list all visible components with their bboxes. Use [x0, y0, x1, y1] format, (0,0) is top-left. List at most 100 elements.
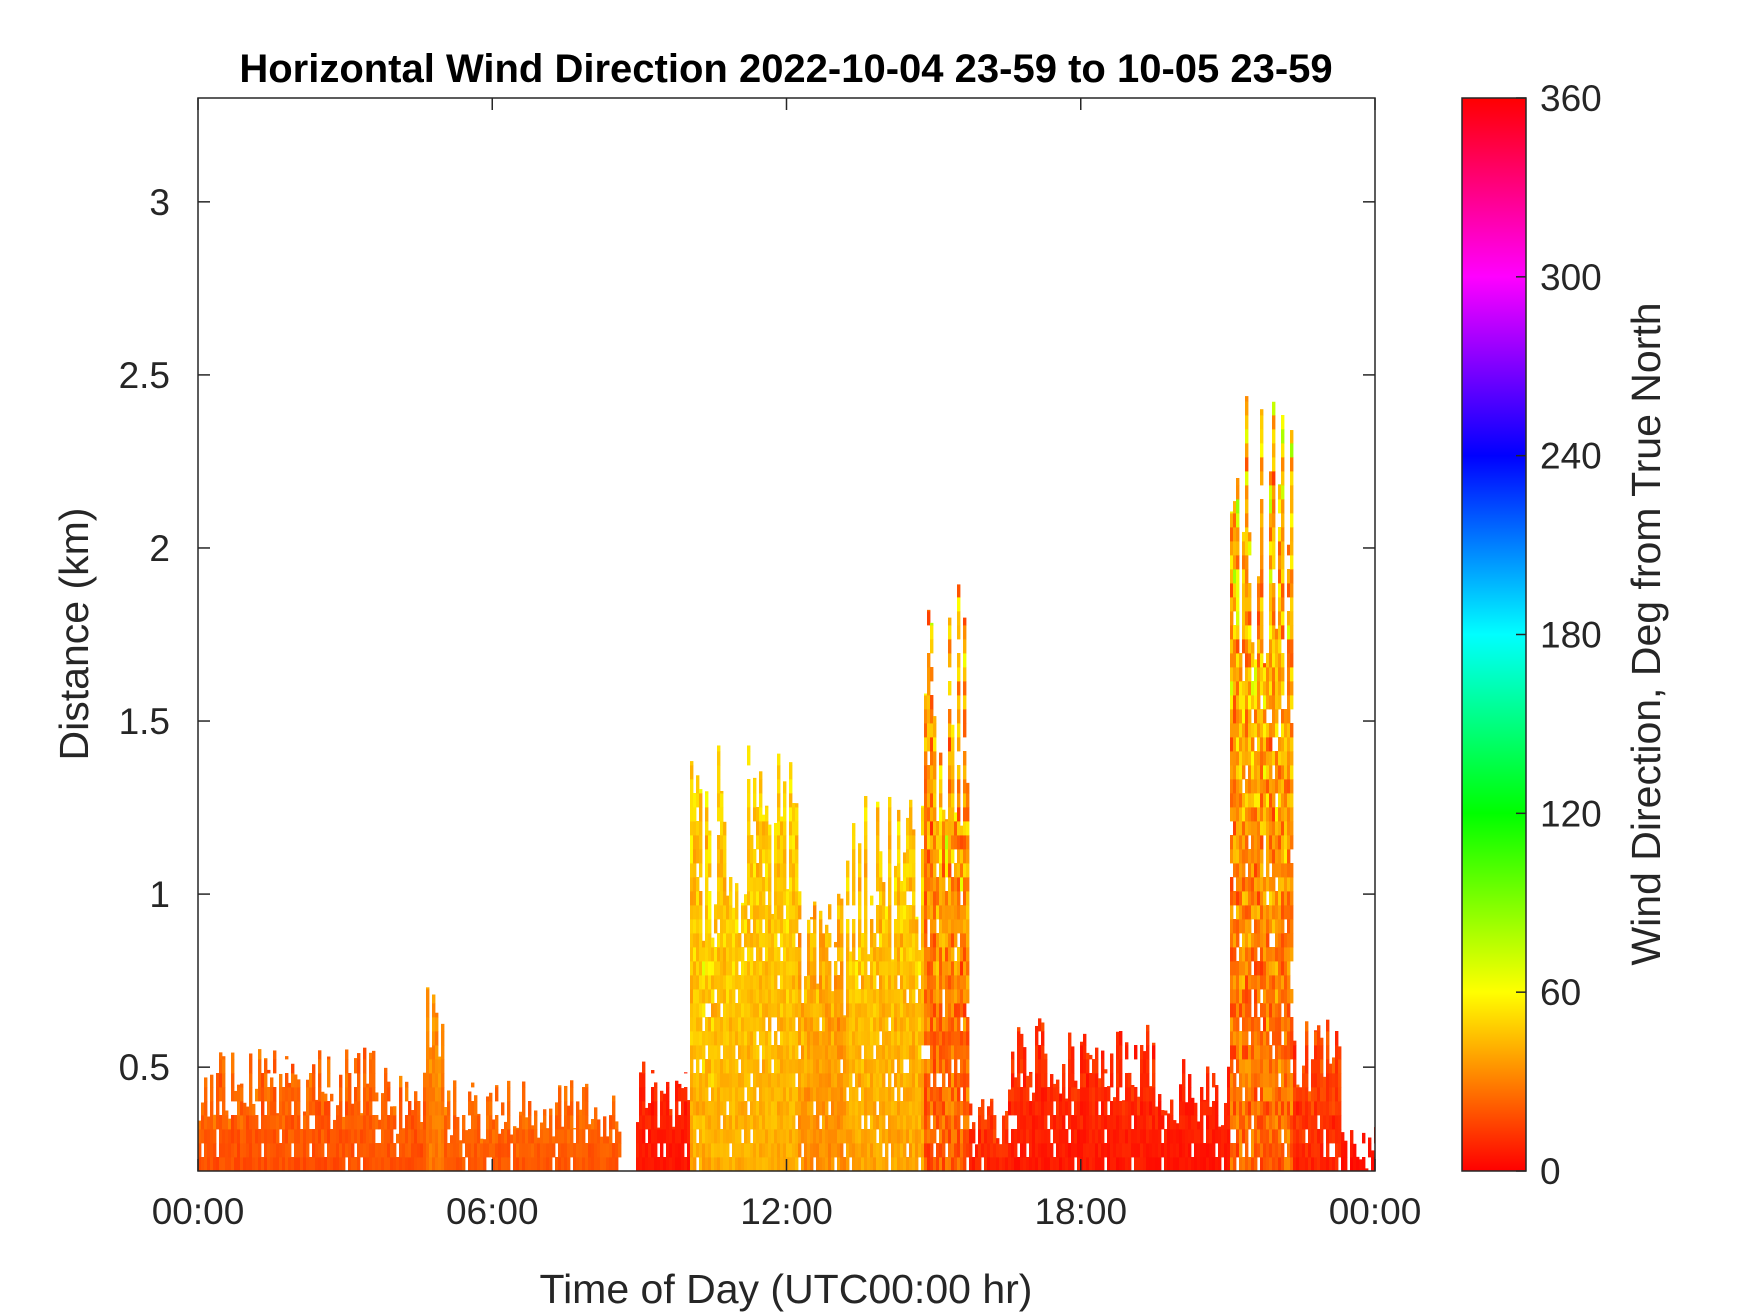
- heatmap-cell: [927, 1073, 931, 1088]
- heatmap-cell: [1287, 1115, 1291, 1130]
- heatmap-cell: [933, 863, 937, 878]
- heatmap-cell: [888, 807, 892, 822]
- heatmap-cell: [1272, 1017, 1276, 1032]
- heatmap-cell: [1242, 1045, 1246, 1060]
- heatmap-cell: [789, 793, 793, 808]
- heatmap-cell: [1287, 905, 1291, 920]
- heatmap-cell: [1236, 1045, 1240, 1060]
- heatmap-cell: [234, 1157, 238, 1171]
- heatmap-cell: [1116, 1101, 1120, 1116]
- heatmap-cell: [294, 1074, 298, 1088]
- heatmap-cell: [963, 617, 967, 626]
- heatmap-cell: [903, 877, 907, 892]
- heatmap-cell: [1230, 989, 1234, 1004]
- heatmap-cell: [795, 1059, 799, 1074]
- heatmap-cell: [702, 1031, 706, 1046]
- heatmap-cell: [498, 1143, 502, 1158]
- heatmap-cell: [726, 1129, 730, 1144]
- heatmap-cell: [984, 1143, 988, 1158]
- heatmap-cell: [909, 1157, 913, 1171]
- heatmap-cell: [885, 1087, 889, 1102]
- heatmap-cell: [747, 1031, 751, 1046]
- heatmap-cell: [1287, 1101, 1291, 1116]
- heatmap-cell: [558, 1157, 562, 1171]
- heatmap-cell: [873, 1059, 877, 1074]
- heatmap-cell: [789, 961, 793, 976]
- heatmap-cell: [1275, 1157, 1279, 1171]
- heatmap-cell: [1149, 1086, 1153, 1088]
- heatmap-cell: [702, 1073, 706, 1088]
- heatmap-cell: [933, 793, 937, 808]
- heatmap-cell: [1272, 961, 1276, 976]
- heatmap-cell: [549, 1143, 553, 1158]
- heatmap-cell: [1161, 1110, 1165, 1116]
- heatmap-cell: [945, 933, 949, 948]
- heatmap-cell: [861, 933, 865, 948]
- heatmap-cell: [381, 1157, 385, 1171]
- heatmap-cell: [279, 1115, 283, 1130]
- heatmap-cell: [720, 807, 724, 822]
- heatmap-cell: [1260, 1003, 1264, 1018]
- heatmap-cell: [1236, 933, 1240, 948]
- heatmap-cell: [576, 1143, 580, 1158]
- heatmap-cell: [750, 863, 754, 878]
- heatmap-cell: [1050, 1101, 1054, 1116]
- heatmap-cell: [1200, 1157, 1204, 1171]
- heatmap-cell: [792, 1143, 796, 1158]
- heatmap-cell: [495, 1143, 499, 1158]
- heatmap-cell: [774, 1003, 778, 1018]
- heatmap-cell: [960, 863, 964, 878]
- heatmap-cell: [753, 1115, 757, 1130]
- heatmap-cell: [720, 961, 724, 976]
- heatmap-cell: [858, 1129, 862, 1144]
- heatmap-cell: [678, 1129, 682, 1144]
- heatmap-cell: [882, 1087, 886, 1102]
- heatmap-cell: [1338, 1087, 1342, 1102]
- heatmap-cell: [942, 919, 946, 934]
- heatmap-cell: [852, 933, 856, 948]
- heatmap-cell: [1356, 1156, 1360, 1158]
- heatmap-cell: [1251, 653, 1255, 668]
- heatmap-cell: [1266, 933, 1270, 948]
- heatmap-cell: [939, 1157, 943, 1171]
- heatmap-cell: [1230, 835, 1234, 850]
- heatmap-cell: [1257, 863, 1261, 878]
- heatmap-cell: [1212, 1101, 1216, 1116]
- heatmap-cell: [732, 961, 736, 976]
- heatmap-cell: [690, 947, 694, 962]
- heatmap-cell: [717, 905, 721, 920]
- heatmap-cell: [963, 975, 967, 990]
- heatmap-cell: [1056, 1087, 1060, 1102]
- heatmap-cell: [684, 1129, 688, 1144]
- heatmap-cell: [696, 1059, 700, 1074]
- heatmap-cell: [1026, 1075, 1030, 1088]
- heatmap-cell: [363, 1143, 367, 1158]
- heatmap-cell: [1287, 1059, 1291, 1074]
- heatmap-cell: [345, 1059, 349, 1074]
- heatmap-cell: [303, 1129, 307, 1144]
- heatmap-cell: [792, 1157, 796, 1171]
- heatmap-cell: [924, 695, 928, 710]
- heatmap-cell: [1227, 1157, 1231, 1171]
- heatmap-cell: [1236, 1143, 1240, 1158]
- heatmap-cell: [741, 902, 745, 906]
- heatmap-cell: [939, 821, 943, 836]
- heatmap-cell: [924, 1003, 928, 1018]
- heatmap-cell: [1047, 1157, 1051, 1171]
- heatmap-cell: [1284, 947, 1288, 962]
- heatmap-cell: [1215, 1087, 1219, 1102]
- heatmap-cell: [1269, 485, 1273, 500]
- heatmap-cell: [699, 1073, 703, 1088]
- heatmap-cell: [741, 919, 745, 934]
- heatmap-cell: [729, 1003, 733, 1018]
- heatmap-cell: [930, 961, 934, 976]
- heatmap-cell: [1269, 513, 1273, 528]
- heatmap-cell: [933, 737, 937, 752]
- heatmap-cell: [717, 1157, 721, 1171]
- heatmap-cell: [957, 667, 961, 682]
- heatmap-cell: [876, 821, 880, 836]
- heatmap-cell: [936, 877, 940, 892]
- heatmap-cell: [492, 1119, 496, 1130]
- heatmap-cell: [690, 933, 694, 948]
- heatmap-cell: [957, 891, 961, 906]
